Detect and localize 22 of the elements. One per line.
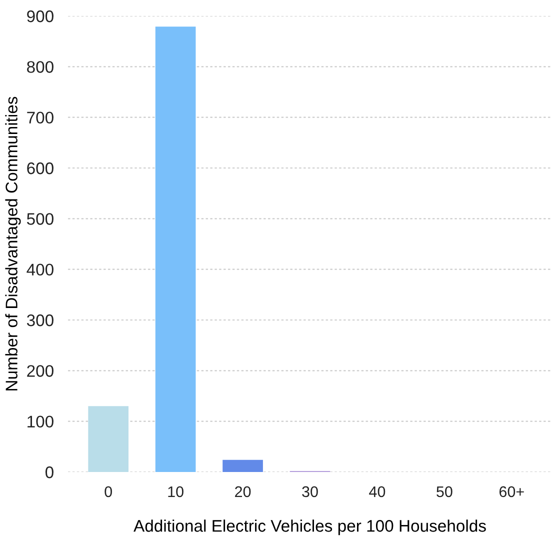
x-tick-label: 50 <box>436 486 452 498</box>
y-tick-label: 500 <box>26 213 54 225</box>
x-tick-label: 10 <box>168 486 184 498</box>
x-tick-label: 20 <box>235 486 251 498</box>
x-tick-label: 0 <box>104 486 112 498</box>
x-tick-label: 60+ <box>499 486 524 498</box>
y-axis-title: Number of Disadvantaged Communities <box>5 96 21 390</box>
y-tick-label: 400 <box>26 264 54 276</box>
x-tick-label: 40 <box>369 486 386 498</box>
y-tick-label: 900 <box>27 10 54 22</box>
x-tick-label: 30 <box>302 486 318 498</box>
bar <box>88 406 128 472</box>
y-tick-label: 0 <box>45 466 54 478</box>
y-tick-label: 600 <box>27 162 54 174</box>
y-tick-label: 800 <box>27 61 54 73</box>
bar <box>155 26 196 472</box>
y-tick-label: 100 <box>28 416 54 428</box>
x-axis-title: Additional Electric Vehicles per 100 Households <box>134 520 486 536</box>
y-tick-label: 700 <box>27 112 54 124</box>
y-tick-label: 200 <box>27 365 54 377</box>
bar <box>222 460 263 472</box>
y-tick-label: 300 <box>26 314 54 326</box>
